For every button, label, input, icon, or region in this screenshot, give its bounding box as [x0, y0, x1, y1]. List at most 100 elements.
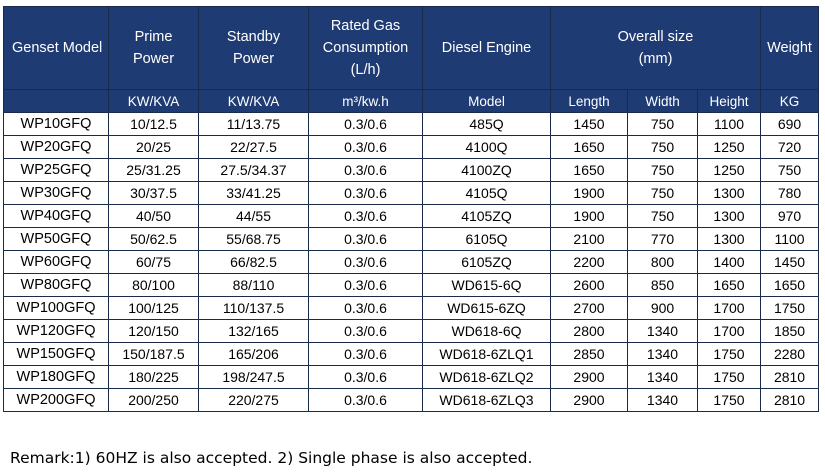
cell-height: 1750	[696, 388, 762, 412]
cell-engine-model: 4105ZQ	[422, 204, 551, 228]
cell-gas-consumption: 0.3/0.6	[308, 388, 423, 412]
cell-engine-model: 485Q	[422, 112, 551, 136]
cell-length: 1650	[550, 158, 628, 182]
table-row: WP180GFQ 180/225 198/247.5 0.3/0.6 WD618-6ZL…	[3, 365, 820, 389]
table-row: WP200GFQ 200/250 220/275 0.3/0.6 WD618-6ZLQ3…	[3, 388, 820, 412]
cell-genset-model: WP60GFQ	[3, 250, 109, 274]
cell-height: 1300	[696, 181, 762, 205]
header-genset-model: Genset Model	[3, 6, 109, 90]
cell-standby-power: 198/247.5	[198, 365, 309, 389]
cell-length: 2900	[550, 388, 628, 412]
table-row: WP40GFQ 40/50 44/55 0.3/0.6 4105ZQ 1900 750 130…	[3, 204, 820, 228]
cell-standby-power: 132/165	[198, 319, 309, 343]
cell-gas-consumption: 0.3/0.6	[308, 112, 423, 136]
table-row: WP100GFQ 100/125 110/137.5 0.3/0.6 WD615-6ZQ…	[3, 296, 820, 320]
header-standby-power: Standby Power	[198, 6, 309, 90]
header-prime-power: Prime Power	[108, 6, 199, 90]
cell-length: 2900	[550, 365, 628, 389]
cell-weight: 1100	[760, 227, 820, 251]
cell-genset-model: WP50GFQ	[3, 227, 109, 251]
cell-standby-power: 220/275	[198, 388, 309, 412]
cell-height: 1300	[696, 204, 762, 228]
cell-length: 2600	[550, 273, 628, 297]
cell-length: 1900	[550, 204, 628, 228]
cell-genset-model: WP200GFQ	[3, 388, 109, 412]
cell-genset-model: WP20GFQ	[3, 135, 109, 159]
table-row: WP25GFQ 25/31.25 27.5/34.37 0.3/0.6 4100ZQ 16…	[3, 158, 820, 182]
subheader-length-unit: Length	[550, 89, 628, 113]
cell-standby-power: 44/55	[198, 204, 309, 228]
cell-length: 1450	[550, 112, 628, 136]
cell-weight: 2810	[760, 388, 820, 412]
cell-standby-power: 165/206	[198, 342, 309, 366]
subheader-weight-unit: KG	[760, 89, 820, 113]
table-row: WP10GFQ 10/12.5 11/13.75 0.3/0.6 485Q 1450 750…	[3, 112, 820, 136]
cell-length: 2200	[550, 250, 628, 274]
cell-genset-model: WP150GFQ	[3, 342, 109, 366]
cell-prime-power: 50/62.5	[108, 227, 199, 251]
cell-genset-model: WP25GFQ	[3, 158, 109, 182]
cell-prime-power: 60/75	[108, 250, 199, 274]
cell-height: 1100	[696, 112, 762, 136]
cell-width: 750	[627, 135, 698, 159]
cell-gas-consumption: 0.3/0.6	[308, 342, 423, 366]
cell-weight: 1650	[760, 273, 820, 297]
cell-height: 1400	[696, 250, 762, 274]
cell-prime-power: 10/12.5	[108, 112, 199, 136]
remark-text: Remark:1) 60HZ is also accepted. 2) Sing…	[10, 449, 533, 467]
subheader-gas-consumption-unit: m³/kw.h	[308, 89, 423, 113]
table-row: WP50GFQ 50/62.5 55/68.75 0.3/0.6 6105Q 2100 77…	[3, 227, 820, 251]
spec-table-body: WP10GFQ 10/12.5 11/13.75 0.3/0.6 485Q 1450 750…	[3, 112, 820, 412]
cell-engine-model: 4100ZQ	[422, 158, 551, 182]
table-row: WP120GFQ 120/150 132/165 0.3/0.6 WD618-6Q 280…	[3, 319, 820, 343]
cell-prime-power: 80/100	[108, 273, 199, 297]
cell-engine-model: 6105Q	[422, 227, 551, 251]
cell-engine-model: WD615-6Q	[422, 273, 551, 297]
cell-prime-power: 30/37.5	[108, 181, 199, 205]
cell-weight: 750	[760, 158, 820, 182]
cell-weight: 970	[760, 204, 820, 228]
cell-engine-model: WD618-6ZLQ2	[422, 365, 551, 389]
cell-height: 1250	[696, 158, 762, 182]
subheader-engine-model-unit: Model	[422, 89, 551, 113]
cell-prime-power: 150/187.5	[108, 342, 199, 366]
table-row: WP30GFQ 30/37.5 33/41.25 0.3/0.6 4105Q 1900 75…	[3, 181, 820, 205]
cell-standby-power: 33/41.25	[198, 181, 309, 205]
cell-length: 1650	[550, 135, 628, 159]
subheader-blank	[3, 89, 109, 113]
cell-standby-power: 22/27.5	[198, 135, 309, 159]
cell-standby-power: 55/68.75	[198, 227, 309, 251]
cell-weight: 2810	[760, 365, 820, 389]
cell-width: 1340	[627, 319, 698, 343]
subheader-height-unit: Height	[696, 89, 762, 113]
cell-prime-power: 180/225	[108, 365, 199, 389]
header-overall-size: Overall size (mm)	[549, 6, 762, 90]
cell-gas-consumption: 0.3/0.6	[308, 227, 423, 251]
table-row: WP60GFQ 60/75 66/82.5 0.3/0.6 6105ZQ 2200 800 1…	[3, 250, 820, 274]
cell-gas-consumption: 0.3/0.6	[308, 158, 423, 182]
cell-length: 2100	[550, 227, 628, 251]
subheader-standby-power-unit: KW/KVA	[198, 89, 309, 113]
cell-width: 750	[627, 158, 698, 182]
cell-prime-power: 20/25	[108, 135, 199, 159]
cell-height: 1250	[696, 135, 762, 159]
table-row: WP150GFQ 150/187.5 165/206 0.3/0.6 WD618-6ZL…	[3, 342, 820, 366]
cell-width: 1340	[627, 342, 698, 366]
header-rated-gas: Rated Gas Consumption (L/h)	[308, 6, 423, 90]
cell-width: 1340	[627, 365, 698, 389]
cell-engine-model: 4100Q	[422, 135, 551, 159]
cell-height: 1700	[696, 319, 762, 343]
cell-height: 1700	[696, 296, 762, 320]
cell-standby-power: 11/13.75	[198, 112, 309, 136]
cell-length: 2850	[550, 342, 628, 366]
cell-width: 800	[627, 250, 698, 274]
cell-width: 770	[627, 227, 698, 251]
cell-weight: 1750	[760, 296, 820, 320]
cell-genset-model: WP10GFQ	[3, 112, 109, 136]
cell-gas-consumption: 0.3/0.6	[308, 181, 423, 205]
cell-engine-model: WD618-6ZLQ1	[422, 342, 551, 366]
cell-genset-model: WP30GFQ	[3, 181, 109, 205]
cell-width: 750	[627, 112, 698, 136]
cell-genset-model: WP40GFQ	[3, 204, 109, 228]
cell-weight: 690	[760, 112, 820, 136]
